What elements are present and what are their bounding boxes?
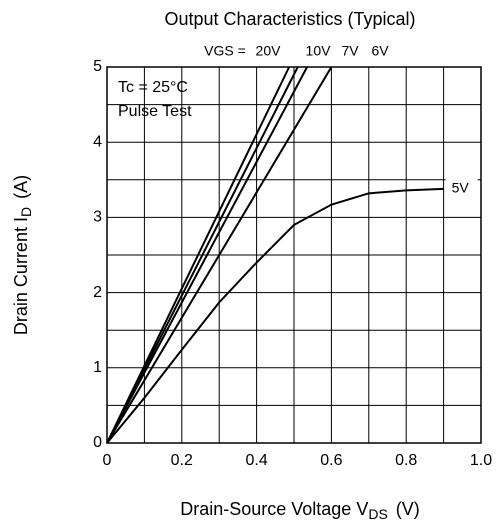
y-tick-label: 2 [93, 284, 102, 301]
y-tick-label: 0 [93, 434, 102, 451]
y-label-sub: D [18, 207, 34, 217]
x-tick-label: 0.4 [245, 452, 267, 469]
annotation: Pulse Test [118, 103, 192, 120]
legend-label: 5V [452, 180, 470, 196]
series-line [106, 66, 333, 444]
y-tick-label: 5 [93, 58, 102, 75]
plot-frame [106, 66, 482, 444]
legend-label: 20V [256, 43, 282, 59]
x-tick-label: 1.0 [470, 452, 492, 469]
series-line [106, 187, 444, 444]
legend-label: 10V [306, 43, 332, 59]
y-axis-label: Drain Current ID (A) [11, 175, 34, 335]
y-label-unit: (A) [11, 175, 31, 199]
x-tick-label: 0.8 [395, 452, 417, 469]
series-line [106, 66, 299, 444]
annotation: Tc = 25°C [118, 79, 188, 96]
y-tick-label: 1 [93, 359, 102, 376]
y-label: Drain Current I [11, 217, 31, 335]
chart-title: Output Characteristics (Typical) [164, 9, 415, 29]
x-tick-label: 0.6 [320, 452, 342, 469]
legend-label: 7V [341, 43, 359, 59]
legend-label: 6V [371, 43, 389, 59]
x-tick-label: 0 [103, 452, 112, 469]
series-line [106, 66, 308, 444]
x-label-sub: DS [368, 506, 387, 522]
y-tick-label: 3 [93, 209, 102, 226]
x-label-unit: (V) [396, 499, 420, 519]
series-line [106, 66, 291, 444]
series-label: VGS = [204, 43, 246, 59]
x-label: Drain-Source Voltage V [180, 499, 368, 519]
y-tick-label: 4 [93, 133, 102, 150]
x-tick-label: 0.2 [171, 452, 193, 469]
legend-box [445, 178, 478, 199]
x-axis-label: Drain-Source Voltage VDS (V) [180, 499, 420, 522]
